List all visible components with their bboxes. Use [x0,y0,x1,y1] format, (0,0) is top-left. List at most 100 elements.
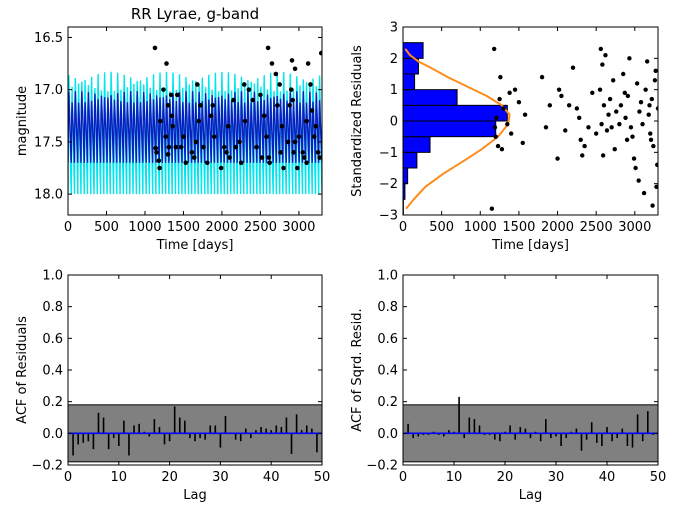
observation-point [158,118,163,124]
residual-point [495,143,501,149]
observation-point [278,150,283,155]
residual-point [522,112,528,117]
residual-point [644,59,650,64]
observation-point [169,113,175,119]
observation-point [211,134,217,139]
observation-point [267,160,272,166]
observation-point [173,144,179,150]
observation-point [261,113,267,119]
observation-point [287,103,292,108]
observation-point [269,61,275,66]
residual-point [556,87,562,92]
x-tick-label: 3000 [282,220,315,235]
residual-point [624,137,630,142]
observation-point [170,123,175,129]
residual-point [576,115,582,121]
residual-point [492,125,498,130]
observation-point [198,103,203,108]
observation-point [254,144,259,150]
observation-point [227,155,232,160]
observation-point [165,152,171,157]
residual-point [647,103,652,108]
observation-point [154,150,159,155]
observation-point [168,92,174,98]
residual-point [612,147,617,152]
residual-point [570,65,576,70]
residual-point [648,137,654,142]
observation-point [201,144,206,150]
residual-point [606,112,611,117]
x-tick-label: 500 [429,220,454,235]
y-tick-label: 1.0 [377,269,398,284]
y-axis-label: magnitude [15,86,30,156]
residual-point [600,153,606,158]
residual-point [499,147,505,152]
residual-point [547,103,553,108]
y-axis-label: ACF of Residuals [15,316,30,424]
y-tick-label: 17.5 [34,135,63,150]
residuals-panel: 0 500 1000 1500 2000 2500 3000 −3 −2 −1 0 1 2 3 Time [… [350,21,659,253]
observation-point [265,45,271,51]
residual-point [563,128,568,133]
histogram-bar [403,104,508,122]
y-tick-label: 0.8 [377,300,398,315]
residual-point [628,125,634,130]
residuals-plot-area [403,42,658,215]
residual-point [600,62,605,67]
histogram-bar [403,89,458,106]
y-tick-label: 3 [390,21,398,36]
observation-point [313,123,319,129]
observation-point [301,155,307,160]
residual-point [648,131,653,136]
observation-point [224,150,229,155]
observation-point [196,118,202,124]
observation-point [225,123,231,129]
observation-point [291,150,296,155]
residual-point [580,153,585,158]
x-tick-label: 30 [548,470,565,485]
observation-point [193,139,199,145]
x-tick-label: 2000 [541,220,574,235]
residual-point [498,74,503,80]
observation-point [258,92,263,98]
observation-point [279,123,285,129]
observation-point [246,87,252,92]
residual-point [598,46,604,52]
y-tick-label: 0.4 [42,364,63,379]
residual-point [622,90,627,96]
observation-point [208,113,214,119]
observation-point [290,97,296,103]
x-tick-label: 1500 [502,220,535,235]
timeseries-panel: RR Lyrae, g-band 0 500 1000 1500 2000 2500 300… [15,5,323,253]
histogram-bar [403,136,431,153]
observation-point [318,50,322,56]
residual-point [655,162,658,168]
residual-point [625,93,631,99]
x-axis-label: Time [days] [491,238,569,253]
x-tick-label: 10 [111,470,128,485]
y-tick-label: 0.0 [42,427,63,442]
observation-point [237,139,242,145]
y-tick-label: 18.0 [34,188,63,203]
residual-point [489,206,495,211]
y-tick-label: −0.2 [366,459,398,474]
residual-point [543,125,549,130]
histogram-bar [403,151,418,169]
residual-point [609,125,614,130]
observation-point [156,158,162,163]
x-tick-label: 1000 [464,220,497,235]
y-tick-label: −0.2 [31,459,63,474]
residual-point [501,106,506,111]
observation-point [218,165,224,171]
residual-point [604,128,610,133]
x-tick-label: 2500 [244,220,277,235]
residual-point [623,115,628,121]
x-tick-label: 3000 [618,220,651,235]
observation-point [281,165,286,171]
plot-frame [67,26,323,216]
observation-point [266,155,272,160]
x-tick-label: 1500 [167,220,200,235]
residual-point [621,71,626,77]
residual-point [649,96,655,102]
